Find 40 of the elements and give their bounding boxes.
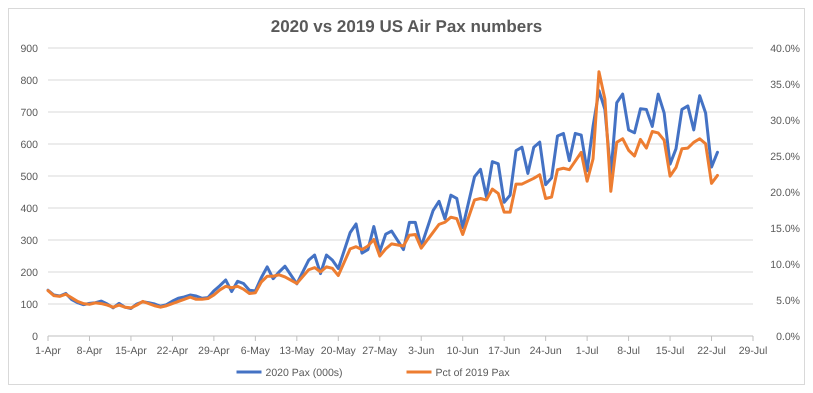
legend-label: Pct of 2019 Pax [436,367,510,379]
y-tick-label: 500 [20,171,38,183]
y-tick-label: 700 [20,107,38,119]
y2-tick-label: 0.0% [776,331,800,343]
x-tick-label: 8-Jul [617,345,640,357]
y2-tick-label: 30.0% [770,115,800,127]
y-tick-label: 800 [20,75,38,87]
y2-tick-label: 25.0% [770,151,800,163]
y2-tick-label: 35.0% [770,79,800,91]
x-tick-label: 6-May [240,345,271,357]
x-tick-label: 24-Jun [530,345,562,357]
y-tick-label: 600 [20,139,38,151]
y-tick-label: 100 [20,299,38,311]
x-tick-label: 22-Jul [697,345,726,357]
x-tick-label: 3-Jun [408,345,435,357]
chart-title: 2020 vs 2019 US Air Pax numbers [270,17,542,36]
y-tick-label: 400 [20,203,38,215]
y2-tick-label: 15.0% [770,223,800,235]
x-tick-label: 22-Apr [156,345,189,357]
x-tick-label: 1-Apr [35,345,62,357]
x-tick-label: 8-Apr [76,345,103,357]
x-tick-label: 29-Apr [198,345,230,357]
x-tick-label: 20-May [320,345,357,357]
x-tick-label: 17-Jun [488,345,520,357]
y-tick-label: 0 [32,331,38,343]
y2-tick-label: 10.0% [770,259,800,271]
x-tick-label: 10-Jun [446,345,479,357]
y-tick-label: 200 [20,267,38,279]
x-tick-label: 1-Jul [576,345,598,357]
y2-tick-label: 5.0% [776,295,800,307]
x-tick-label: 15-Apr [115,345,148,357]
x-tick-label: 27-May [362,345,398,357]
x-tick-label: 15-Jul [656,345,684,357]
y2-tick-label: 40.0% [770,43,800,55]
y2-tick-label: 20.0% [770,187,800,199]
x-tick-label: 29-Jul [738,345,768,357]
y-tick-label: 900 [20,43,38,55]
legend-label: 2020 Pax (000s) [266,367,343,379]
x-tick-label: 13-May [279,345,316,357]
y-tick-label: 300 [20,235,38,247]
